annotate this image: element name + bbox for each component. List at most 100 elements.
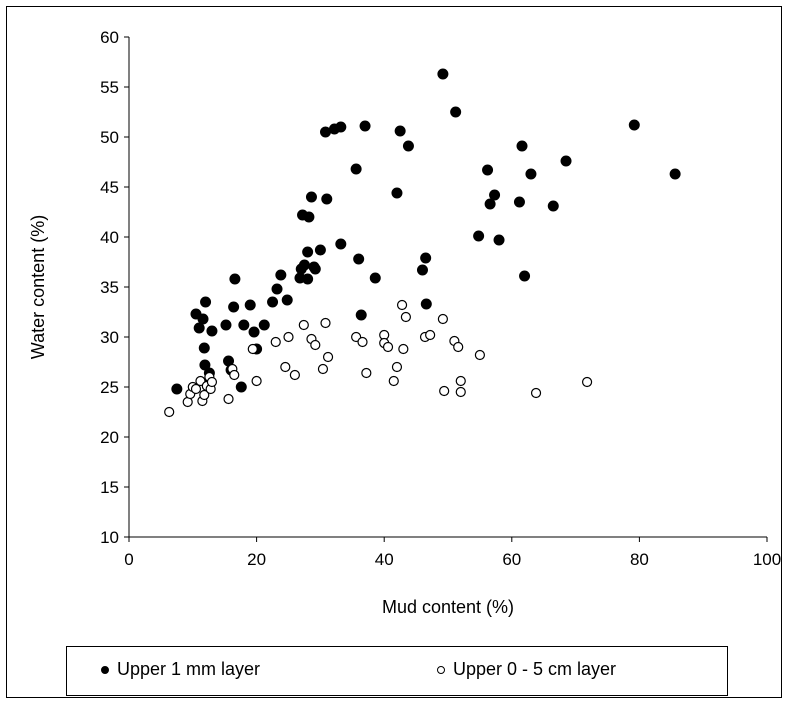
data-point-upper-1mm (229, 273, 241, 285)
y-tick-label: 30 (100, 328, 119, 347)
data-point-upper-1mm (321, 193, 333, 205)
data-point-upper-0-5cm (164, 406, 175, 418)
data-point-upper-1mm (193, 322, 205, 334)
data-point-upper-0-5cm (199, 389, 210, 401)
x-tick-label: 80 (630, 550, 649, 569)
data-point-upper-1mm (420, 252, 432, 264)
data-point-upper-1mm (335, 238, 347, 250)
data-point-upper-1mm (258, 319, 270, 331)
data-point-upper-0-5cm (317, 363, 329, 375)
data-point-upper-0-5cm (247, 343, 258, 355)
data-point-upper-0-5cm (270, 336, 281, 348)
data-point-upper-0-5cm (223, 393, 234, 405)
data-point-upper-0-5cm (310, 339, 321, 351)
data-point-upper-1mm (197, 313, 209, 325)
x-axis-title: Mud content (%) (382, 597, 514, 617)
x-tick-label: 40 (375, 550, 394, 569)
data-point-upper-0-5cm (298, 319, 309, 331)
data-point-upper-1mm (220, 319, 232, 331)
data-point-upper-1mm (628, 119, 640, 131)
data-point-upper-0-5cm (357, 336, 368, 348)
data-point-upper-0-5cm (439, 385, 450, 397)
data-point-upper-1mm (281, 294, 293, 306)
open-circle-icon (437, 665, 445, 674)
data-point-upper-0-5cm (280, 361, 291, 373)
data-point-upper-0-5cm (400, 311, 411, 323)
y-axis-title: Water content (%) (28, 215, 48, 359)
data-point-upper-0-5cm (322, 351, 334, 363)
data-point-upper-1mm (200, 296, 212, 308)
data-point-upper-1mm (416, 264, 428, 276)
data-point-upper-1mm (420, 298, 432, 310)
data-point-upper-1mm (267, 296, 279, 308)
data-point-upper-0-5cm (229, 369, 240, 381)
y-tick-label: 60 (100, 28, 119, 47)
data-point-upper-1mm (298, 259, 310, 271)
y-tick-label: 50 (100, 128, 119, 147)
data-point-upper-1mm (513, 196, 525, 208)
data-point-upper-1mm (314, 244, 326, 256)
y-tick-label: 10 (100, 528, 119, 547)
scatter-chart: 10 15 20 25 30 35 40 45 50 55 60 0 20 40 60 80 100 Mud co… (28, 28, 781, 617)
data-point-upper-1mm (525, 168, 537, 180)
legend-label-upper-1mm: Upper 1 mm layer (117, 659, 261, 679)
data-point-upper-1mm (547, 200, 559, 212)
y-tick-label: 20 (100, 428, 119, 447)
data-point-upper-0-5cm (530, 387, 542, 399)
data-point-upper-0-5cm (453, 341, 464, 353)
data-point-upper-1mm (235, 381, 247, 393)
data-point-upper-1mm (206, 325, 218, 337)
data-point-upper-1mm (484, 198, 496, 210)
data-point-upper-0-5cm (320, 317, 331, 329)
data-point-upper-0-5cm (391, 361, 403, 373)
data-point-upper-1mm (238, 319, 250, 331)
data-point-upper-1mm (669, 168, 681, 180)
plot-area: 10 15 20 25 30 35 40 45 50 55 60 0 20 40 60 80 100 Mud co… (28, 28, 781, 617)
data-point-upper-0-5cm (455, 386, 466, 398)
data-point-upper-1mm (275, 269, 287, 281)
data-point-upper-1mm (493, 234, 505, 246)
data-point-upper-1mm (228, 301, 240, 313)
x-tick-label: 20 (247, 550, 266, 569)
data-point-upper-1mm (473, 230, 485, 242)
data-point-upper-0-5cm (398, 343, 409, 355)
data-point-upper-1mm (482, 164, 494, 176)
data-point-upper-1mm (244, 299, 256, 311)
data-point-upper-1mm (402, 140, 414, 152)
data-point-upper-1mm (450, 106, 462, 118)
data-point-upper-0-5cm (396, 299, 408, 311)
data-point-upper-1mm (353, 253, 365, 265)
chart-frame (6, 6, 782, 698)
legend-entry-upper-0-5cm: Upper 0 - 5 cm layer (437, 659, 616, 680)
y-tick-label: 40 (100, 228, 119, 247)
legend-entry-upper-1mm: Upper 1 mm layer (101, 659, 260, 680)
x-tick-label: 100 (753, 550, 781, 569)
data-point-upper-1mm (355, 309, 367, 321)
data-point-upper-1mm (309, 263, 321, 275)
y-tick-label: 35 (100, 278, 119, 297)
x-tick-label: 60 (502, 550, 521, 569)
data-point-upper-1mm (302, 273, 314, 285)
data-point-upper-1mm (271, 283, 283, 295)
data-point-upper-1mm (519, 270, 531, 282)
legend-label-upper-0-5cm: Upper 0 - 5 cm layer (453, 659, 617, 679)
data-point-upper-0-5cm (283, 331, 294, 343)
legend: Upper 1 mm layer Upper 0 - 5 cm layer (66, 646, 728, 696)
data-point-upper-1mm (303, 211, 315, 223)
data-point-upper-1mm (350, 163, 362, 175)
data-point-upper-1mm (391, 187, 403, 199)
y-tick-label: 45 (100, 178, 119, 197)
data-point-upper-1mm (335, 121, 347, 133)
data-point-upper-1mm (516, 140, 528, 152)
data-point-upper-0-5cm (289, 369, 300, 381)
data-point-upper-1mm (305, 191, 317, 203)
data-point-upper-1mm (198, 342, 210, 354)
data-point-upper-0-5cm (361, 367, 372, 379)
data-point-upper-1mm (359, 120, 371, 132)
data-point-upper-0-5cm (382, 341, 394, 353)
data-point-upper-0-5cm (251, 375, 262, 387)
data-point-upper-0-5cm (474, 349, 485, 361)
filled-circle-icon (101, 665, 109, 674)
y-tick-label: 15 (100, 478, 119, 497)
data-point-upper-1mm (394, 125, 406, 137)
